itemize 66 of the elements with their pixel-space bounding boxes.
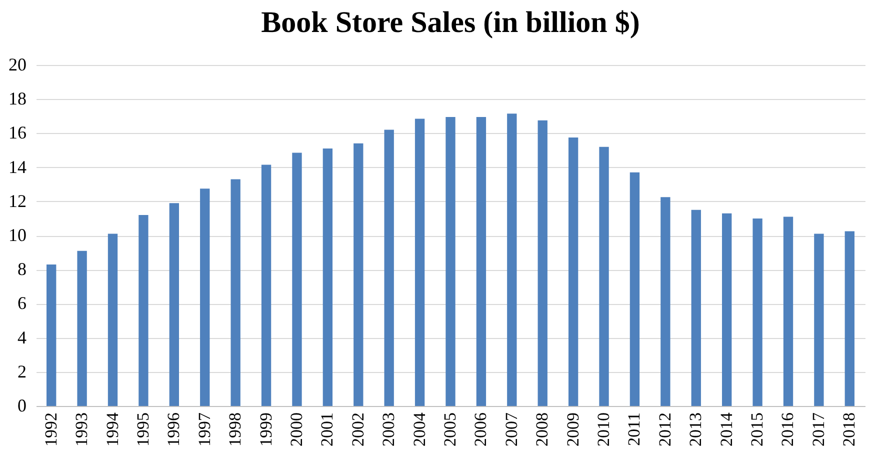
x-tick-label: 2013 [686,412,706,446]
x-tick-label: 2007 [502,412,521,446]
x-tick-label: 2010 [594,412,614,446]
bar [108,234,118,406]
bar [46,264,56,406]
y-tick-label: 4 [18,327,26,348]
x-tick-label: 2006 [471,412,490,446]
bar [660,197,670,406]
x-tick-label: 2011 [624,412,644,446]
x-tick-label: 1999 [256,412,276,446]
bar [384,130,394,406]
bar [77,250,87,406]
x-tick-label: 1997 [194,412,214,446]
x-tick-label: 2002 [348,412,368,446]
y-tick-label: 16 [8,122,26,143]
bar [446,117,456,406]
x-tick-label: 2004 [410,412,429,446]
y-tick-label: 0 [18,396,26,416]
x-tick-label: 2017 [808,412,828,446]
x-tick-label: 2005 [440,412,460,446]
bar [169,203,180,406]
x-tick-label: 2014 [716,412,736,446]
y-tick-label: 18 [8,88,26,109]
x-tick-label: 2015 [748,412,767,446]
x-tick-label: 1996 [164,412,184,446]
x-tick-label: 1992 [41,412,60,446]
bar [200,188,210,406]
bar [814,234,824,406]
x-tick-label: 1993 [72,412,92,446]
y-tick-label: 20 [8,54,26,74]
bar [476,117,486,406]
bar [230,179,240,406]
bar [354,143,364,406]
bar [507,114,517,406]
y-tick-label: 2 [18,361,26,382]
x-tick-label: 2012 [655,412,674,446]
x-tick-label: 2000 [286,412,306,446]
bar [844,231,854,406]
bar [261,164,272,406]
x-tick-label: 2008 [532,412,552,446]
y-tick-label: 10 [8,225,26,245]
y-tick-label: 6 [18,293,26,314]
x-tick-label: 1998 [226,412,245,446]
bar [630,172,640,406]
bar [752,218,762,406]
x-tick-label: 1994 [102,412,122,446]
chart-title: Book Store Sales (in billion $) [261,6,640,39]
bar [568,137,578,406]
y-tick-label: 14 [8,156,26,177]
x-tick-label: 1995 [133,412,152,446]
bar [414,118,425,406]
y-tick-label: 12 [8,190,26,211]
x-tick-label: 2016 [778,412,798,446]
x-tick-label: 2003 [379,412,398,446]
bar [599,146,609,406]
x-tick-label: 2009 [563,412,582,446]
bar [691,210,701,406]
bar [292,152,302,406]
bar [138,215,148,406]
x-tick-label: 2018 [840,412,859,446]
bar [722,213,732,406]
bar [322,148,333,406]
x-tick-label: 2001 [318,412,337,446]
bar [783,216,794,406]
y-tick-label: 8 [18,259,26,280]
bar [538,120,548,406]
